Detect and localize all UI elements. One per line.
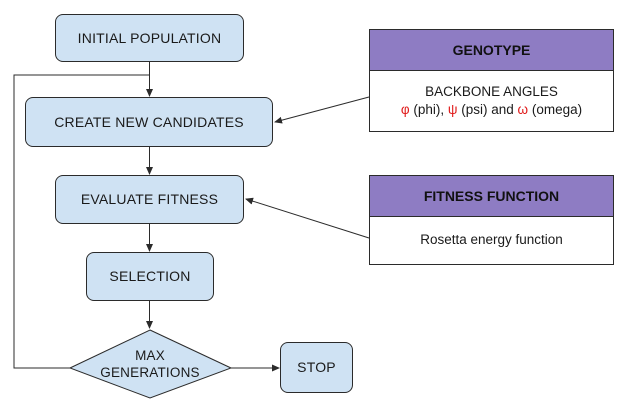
evaluate-fitness-box: EVALUATE FITNESS xyxy=(55,175,244,224)
omega-symbol: ω xyxy=(517,102,529,117)
selection-label: SELECTION xyxy=(109,268,191,285)
genotype-header: GENOTYPE xyxy=(370,30,613,71)
arrow-fitness-to-evaluate xyxy=(245,197,370,239)
create-new-candidates-box: CREATE NEW CANDIDATES xyxy=(25,97,273,147)
psi-text: (psi) and xyxy=(457,102,518,117)
selection-box: SELECTION xyxy=(86,252,214,301)
arrow-genotype-to-create xyxy=(274,96,370,124)
loop-back-connector xyxy=(13,74,150,369)
genotype-panel: GENOTYPE BACKBONE ANGLES φ (phi), ψ (psi… xyxy=(369,29,614,132)
fitness-function-panel: FITNESS FUNCTION Rosetta energy function xyxy=(369,175,614,265)
rosetta-energy-function-label: Rosetta energy function xyxy=(420,232,563,248)
fitness-function-header-label: FITNESS FUNCTION xyxy=(423,188,560,204)
fitness-function-body: Rosetta energy function xyxy=(370,217,613,264)
phi-symbol: φ xyxy=(400,102,410,117)
backbone-angles-label: BACKBONE ANGLES xyxy=(425,83,558,99)
stop-label: STOP xyxy=(297,359,336,376)
create-new-candidates-label: CREATE NEW CANDIDATES xyxy=(54,113,244,130)
initial-population-box: INITIAL POPULATION xyxy=(55,14,244,62)
max-generations-line1: MAX xyxy=(135,348,165,364)
max-generations-diamond xyxy=(68,329,233,399)
omega-text: (omega) xyxy=(528,102,583,117)
max-generations-line2: GENERATIONS xyxy=(100,365,200,380)
evaluate-fitness-label: EVALUATE FITNESS xyxy=(80,191,219,208)
genotype-header-label: GENOTYPE xyxy=(452,42,531,58)
initial-population-label: INITIAL POPULATION xyxy=(77,29,222,46)
max-generations-label: MAX GENERATIONS xyxy=(70,338,230,392)
psi-symbol: ψ xyxy=(447,102,458,117)
stop-box: STOP xyxy=(280,342,353,393)
genotype-body: BACKBONE ANGLES φ (phi), ψ (psi) and ω (… xyxy=(370,71,613,131)
phi-text: (phi), xyxy=(409,102,448,117)
fitness-function-header: FITNESS FUNCTION xyxy=(370,176,613,217)
angle-list: φ (phi), ψ (psi) and ω (omega) xyxy=(401,101,582,119)
